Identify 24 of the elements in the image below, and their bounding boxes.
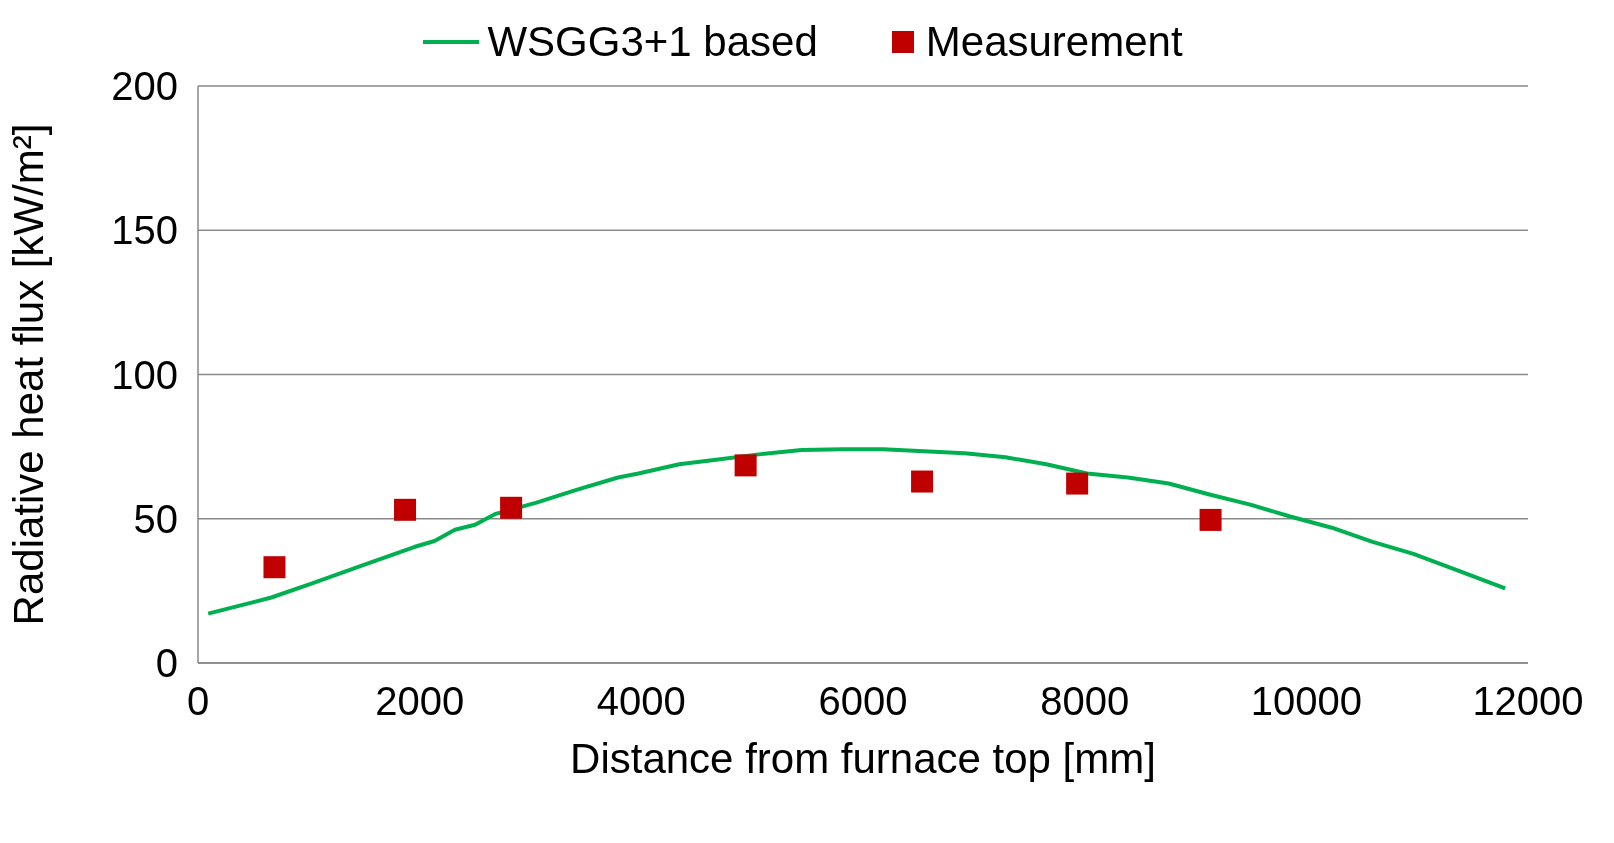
point xyxy=(911,470,934,493)
x-tick-label: 8000 xyxy=(1040,679,1130,724)
x-tick-label: 4000 xyxy=(596,679,686,724)
legend-label: WSGG3+1 based xyxy=(486,18,818,66)
x-tick-label: 10000 xyxy=(1250,679,1362,724)
y-tick-label: 100 xyxy=(111,352,178,397)
y-tick-label: 200 xyxy=(111,64,178,109)
y-tick-label: 0 xyxy=(155,641,178,686)
y-tick-label: 150 xyxy=(111,208,178,253)
x-tick-label: 2000 xyxy=(375,679,465,724)
point xyxy=(500,496,523,519)
point xyxy=(263,556,286,579)
y-axis-title: Radiative heat flux [kW/m²] xyxy=(4,123,52,626)
point xyxy=(1199,508,1222,531)
point xyxy=(734,454,757,477)
x-tick-label: 6000 xyxy=(818,679,908,724)
y-tick-label: 50 xyxy=(133,496,178,541)
point xyxy=(394,498,417,521)
point xyxy=(1066,472,1089,495)
x-axis-title: Distance from furnace top [mm] xyxy=(570,735,1156,782)
x-tick-label: 0 xyxy=(186,679,210,724)
x-tick-label: 12000 xyxy=(1472,679,1584,724)
line-series xyxy=(206,447,1508,616)
legend-label: Measurement xyxy=(924,18,1183,66)
